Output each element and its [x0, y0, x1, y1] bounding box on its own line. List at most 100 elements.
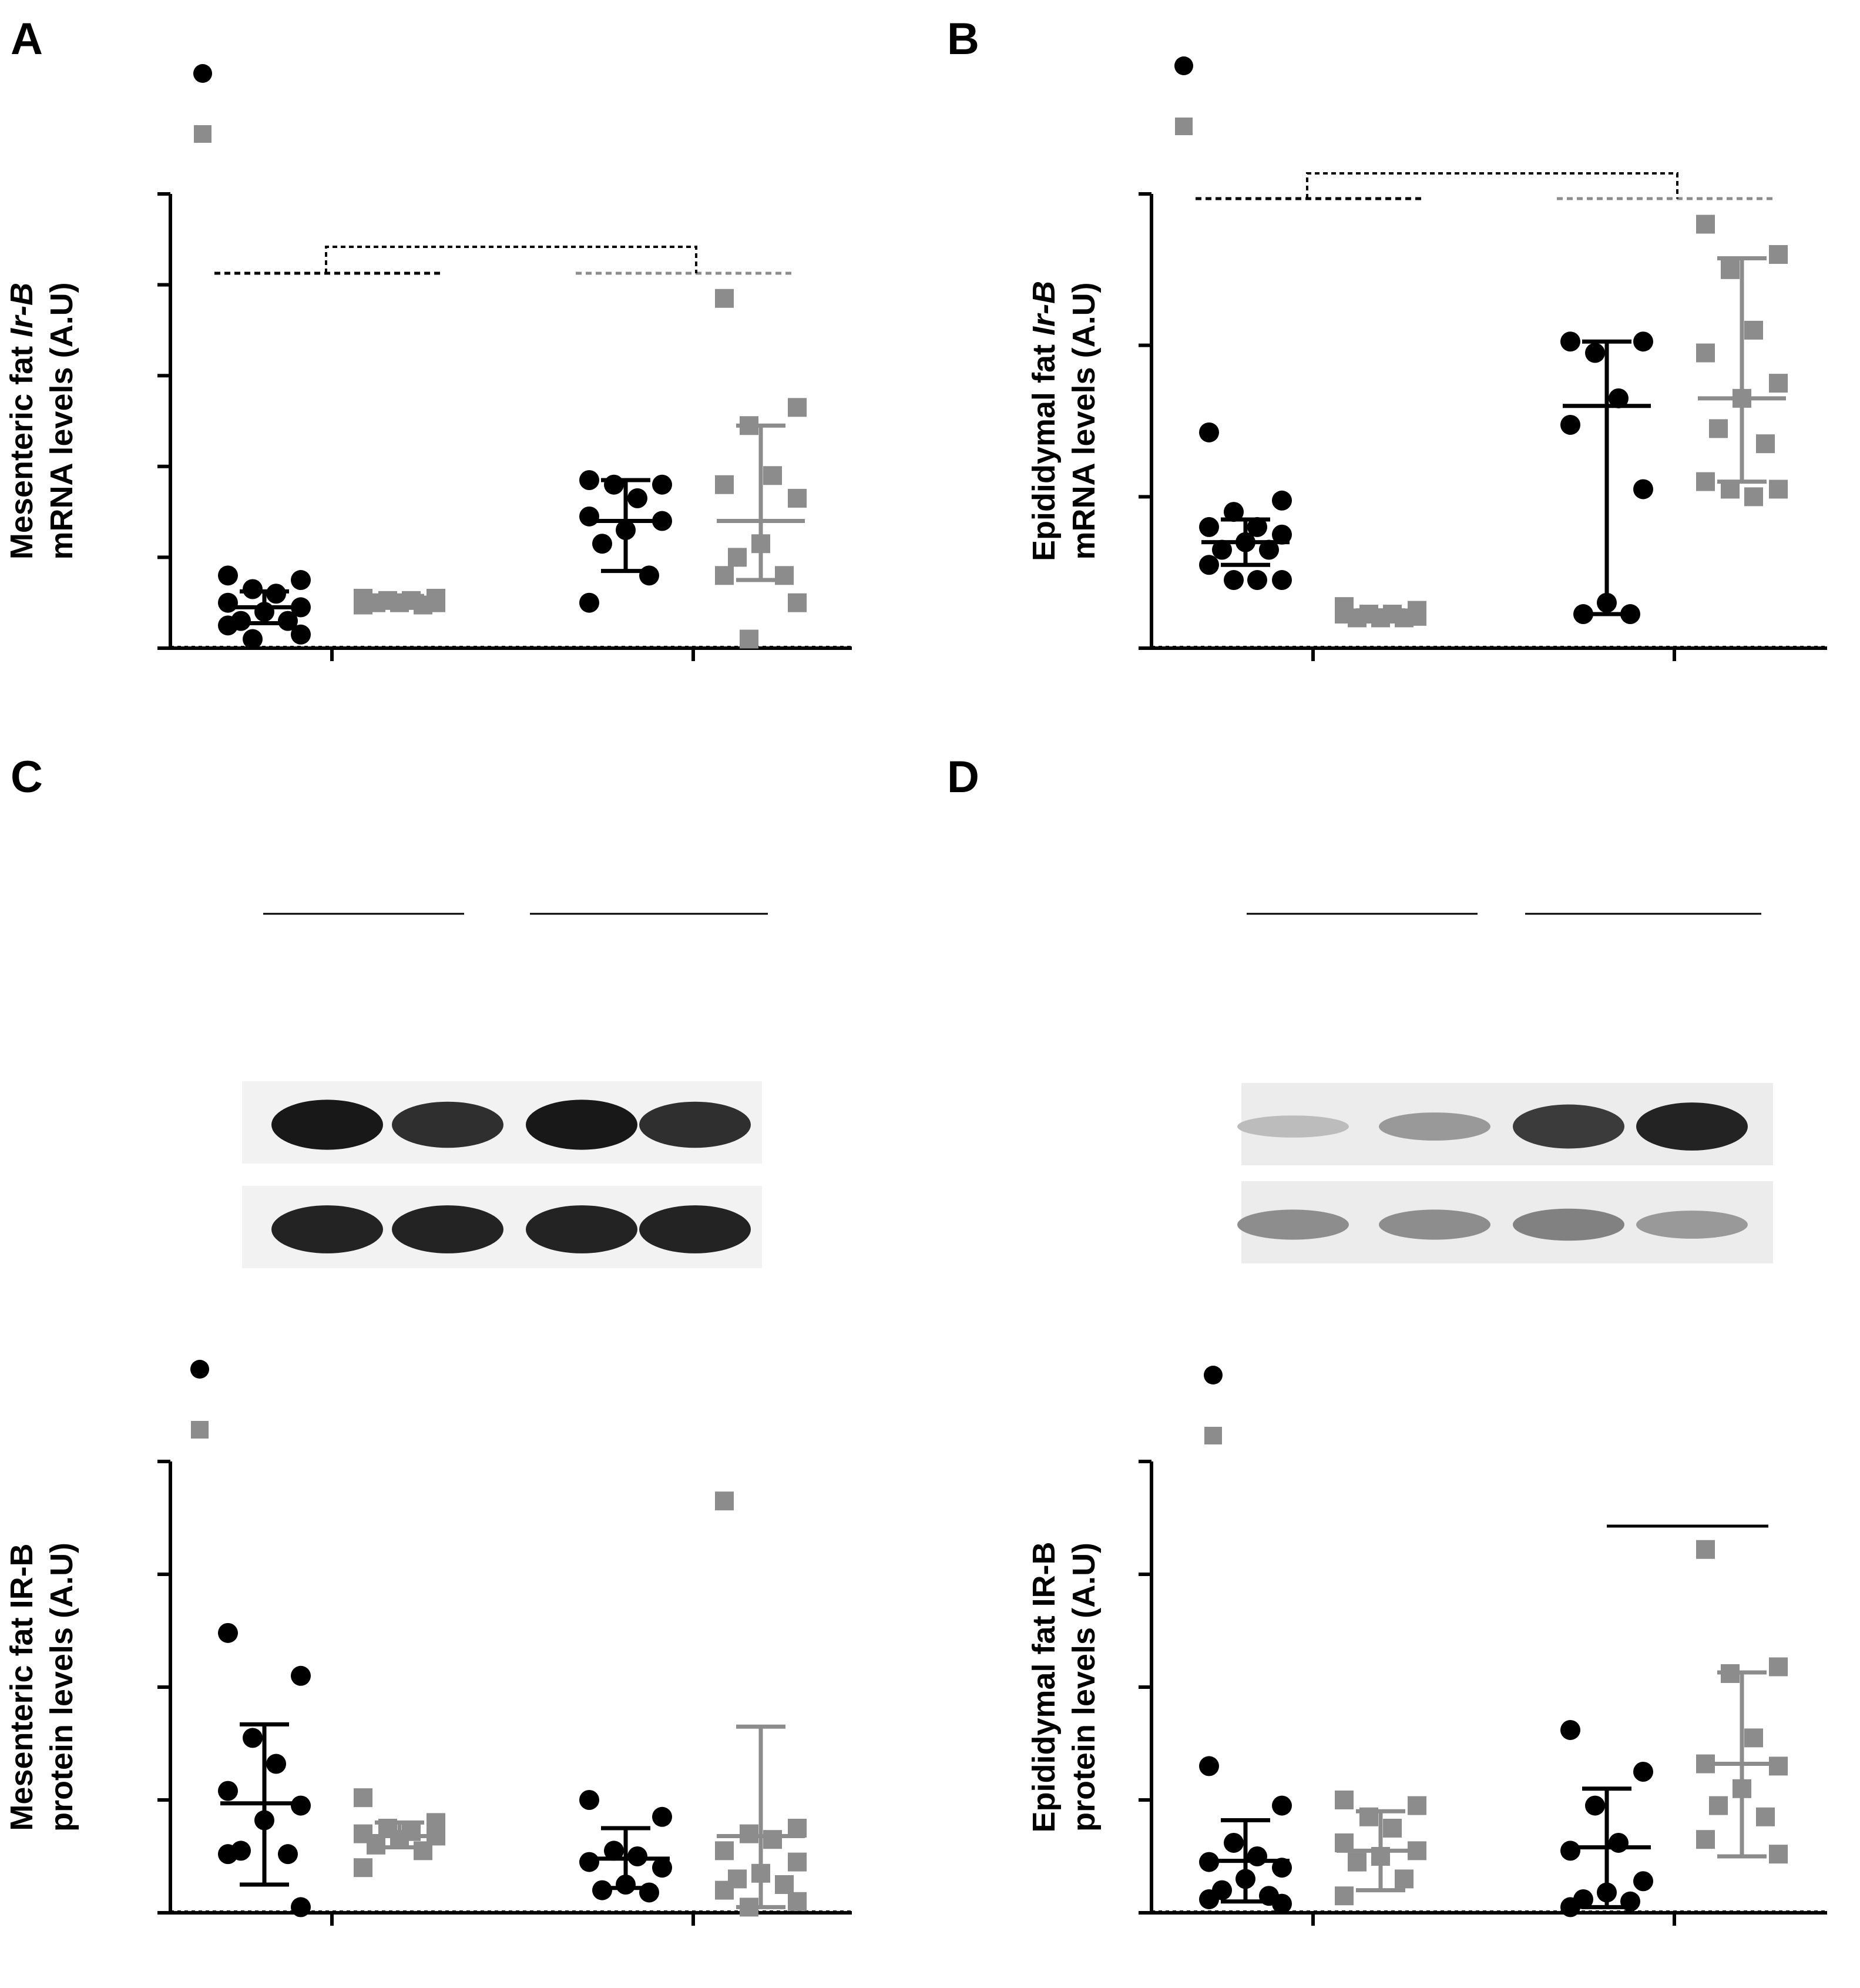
- blot-band: [1513, 1104, 1624, 1149]
- legend-marker-nox5-cre: [1175, 118, 1193, 135]
- data-point-control-cre: [592, 534, 612, 554]
- data-point-control-cre: [218, 1844, 238, 1865]
- data-point-nox5-cre: [1769, 480, 1788, 499]
- data-point-nox5-cre: [1408, 1796, 1426, 1815]
- data-point-control-cre: [291, 1897, 311, 1917]
- data-point-control-cre: [243, 579, 263, 599]
- data-point-nox5-cre: [1709, 419, 1728, 438]
- blot-band: [392, 1101, 503, 1148]
- data-point-control-cre: [291, 570, 311, 591]
- data-point-nox5-cre: [367, 1835, 385, 1855]
- data-point-control-cre: [243, 629, 263, 649]
- data-point-control-cre: [291, 624, 311, 645]
- data-point-control-cre: [278, 611, 298, 631]
- data-point-nox5-cre: [728, 548, 747, 567]
- data-point-control-cre: [1272, 570, 1292, 591]
- blots-layer: [242, 913, 1773, 1268]
- chart-c: Mesenteric fat IR-B protein levels (A.U): [4, 1360, 852, 1926]
- data-point-control-cre: [1247, 570, 1267, 591]
- y-axis-title-line: Epididymal fat IR-B: [1026, 1541, 1062, 1832]
- data-point-control-cre: [1560, 1719, 1580, 1740]
- data-point-nox5-cre: [1769, 1657, 1788, 1677]
- data-point-nox5-cre: [715, 289, 734, 308]
- data-point-nox5-cre: [1769, 1845, 1788, 1864]
- data-point-control-cre: [1272, 490, 1292, 511]
- data-point-control-cre: [266, 584, 286, 604]
- data-point-nox5-cre: [1709, 1796, 1728, 1815]
- data-point-control-cre: [652, 1858, 672, 1878]
- panel-letter-b: B: [947, 14, 979, 64]
- data-point-nox5-cre: [1744, 320, 1763, 340]
- blot-band: [1237, 1115, 1349, 1138]
- data-point-control-cre: [1633, 331, 1653, 352]
- data-point-control-cre: [218, 592, 238, 613]
- data-point-nox5-cre: [1696, 343, 1715, 363]
- data-point-control-cre: [604, 474, 624, 495]
- data-point-nox5-cre: [354, 1788, 372, 1808]
- data-point-nox5-cre: [1335, 1886, 1354, 1906]
- data-point-nox5-cre: [1395, 1869, 1414, 1889]
- y-axis-title-italic: Ir-B: [1026, 281, 1062, 336]
- data-point-nox5-cre: [788, 1892, 807, 1911]
- y-axis-title: Epididymal fat IR-B protein levels (A.U): [1026, 1541, 1102, 1832]
- chart-b: Epididymal fat Ir-B mRNA levels (A.U): [1026, 56, 1827, 661]
- blot-band: [639, 1205, 751, 1253]
- legend-marker-nox5-cre: [191, 1421, 209, 1439]
- data-point-control-cre: [1199, 555, 1219, 575]
- data-point-control-cre: [291, 1795, 311, 1816]
- data-point-control-cre: [1212, 539, 1232, 560]
- y-axis-title-part: Epididymal fat: [1026, 336, 1062, 561]
- data-point-control-cre: [218, 615, 238, 636]
- legend-marker-control-cre: [193, 64, 212, 83]
- western-blot-d: [1237, 913, 1773, 1263]
- significance-bracket: [1306, 172, 1678, 199]
- y-axis-title-part: Mesenteric fat: [4, 337, 39, 559]
- data-point-control-cre: [1560, 414, 1580, 435]
- data-point-control-cre: [1199, 1889, 1219, 1909]
- data-point-control-cre: [652, 474, 672, 495]
- data-point-control-cre: [1272, 1893, 1292, 1914]
- y-axis-title-line: mRNA levels (A.U): [1066, 282, 1102, 559]
- data-point-control-cre: [1199, 422, 1219, 442]
- y-axis-title: Mesenteric fat IR-B protein levels (A.U): [4, 1543, 79, 1832]
- y-axis-title-line: mRNA levels (A.U): [44, 282, 79, 559]
- data-point-nox5-cre: [740, 629, 758, 649]
- data-point-control-cre: [592, 1880, 612, 1900]
- data-point-control-cre: [1560, 1897, 1580, 1917]
- data-point-nox5-cre: [354, 1858, 372, 1878]
- data-point-control-cre: [1633, 1871, 1653, 1892]
- data-point-control-cre: [579, 1852, 599, 1872]
- blot-band: [1379, 1209, 1490, 1240]
- y-axis-title-line: Mesenteric fat Ir-B: [4, 283, 39, 559]
- data-point-nox5-cre: [1335, 1791, 1354, 1809]
- data-point-control-cre: [1224, 570, 1244, 591]
- data-point-control-cre: [1585, 1795, 1605, 1816]
- chart-d: Epididymal fat IR-B protein levels (A.U): [1026, 1366, 1827, 1926]
- data-point-control-cre: [1247, 517, 1267, 537]
- data-point-control-cre: [1585, 343, 1605, 363]
- blot-band: [271, 1205, 383, 1253]
- data-point-nox5-cre: [740, 1824, 758, 1843]
- data-point-nox5-cre: [1696, 1540, 1715, 1559]
- data-point-nox5-cre: [788, 593, 807, 612]
- blot-band: [1636, 1211, 1748, 1239]
- y-axis-title-line: Mesenteric fat IR-B: [4, 1543, 39, 1831]
- data-point-nox5-cre: [1769, 1756, 1788, 1776]
- data-point-control-cre: [1224, 1832, 1244, 1853]
- data-point-control-cre: [579, 592, 599, 613]
- y-axis-title-line: protein levels (A.U): [44, 1543, 79, 1832]
- panel-letter-d: D: [947, 752, 979, 802]
- data-point-nox5-cre: [788, 488, 807, 508]
- western-blot-c: [242, 913, 768, 1268]
- legend-marker-nox5-cre: [1204, 1427, 1222, 1444]
- data-point-nox5-cre: [1744, 1728, 1763, 1748]
- y-axis-title: Mesenteric fat Ir-B mRNA levels (A.U): [4, 282, 79, 559]
- data-point-nox5-cre: [1744, 487, 1763, 507]
- data-point-nox5-cre: [1756, 434, 1775, 454]
- y-axis-title: Epididymal fat Ir-B mRNA levels (A.U): [1026, 281, 1102, 561]
- data-point-control-cre: [652, 1806, 672, 1827]
- data-point-control-cre: [1272, 524, 1292, 545]
- data-point-nox5-cre: [1348, 1852, 1367, 1872]
- data-point-nox5-cre: [1756, 1807, 1775, 1826]
- data-point-control-cre: [1560, 1841, 1580, 1861]
